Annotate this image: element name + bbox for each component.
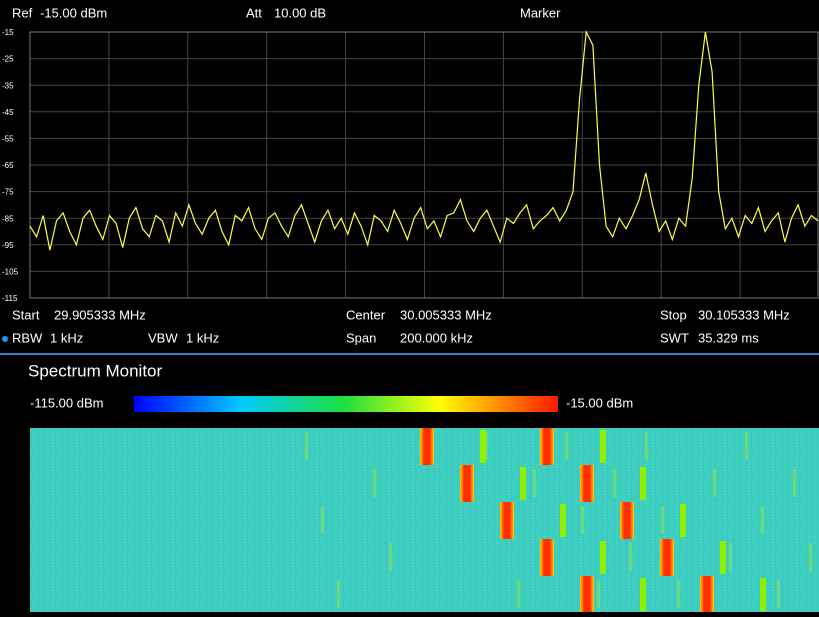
waterfall-weak (761, 506, 764, 534)
waterfall-green (600, 541, 606, 574)
waterfall-traces (305, 428, 812, 613)
waterfall-hot (460, 465, 474, 502)
waterfall-hot (620, 502, 634, 539)
y-tick-label: -45 (2, 108, 14, 117)
att-value: 10.00 dB (274, 5, 326, 20)
mode: Marker (520, 5, 561, 20)
waterfall-weak (321, 506, 324, 534)
waterfall-hot (540, 428, 554, 465)
waterfall-hot (700, 576, 714, 613)
waterfall-weak (581, 506, 584, 534)
waterfall-hot (420, 428, 434, 465)
waterfall-weak (645, 432, 648, 460)
swt-label: SWT (660, 330, 689, 345)
waterfall-weak (729, 543, 732, 571)
scale-max: -15.00 dBm (566, 395, 633, 410)
waterfall-hot (580, 576, 594, 613)
rbw-value: 1 kHz (50, 330, 83, 345)
divider (0, 353, 819, 355)
waterfall-weak (661, 506, 664, 534)
waterfall-hot (580, 465, 594, 502)
ref-value: -15.00 dBm (40, 5, 107, 20)
trace (29, 29, 819, 251)
y-tick-label: -75 (2, 188, 14, 197)
start-label: Start (12, 307, 40, 322)
att-label: Att (246, 5, 262, 20)
waterfall-weak (677, 580, 680, 608)
span-label: Span (346, 330, 376, 345)
waterfall-green (680, 504, 686, 537)
waterfall-weak (629, 543, 632, 571)
waterfall-green (640, 578, 646, 611)
center-value: 30.005333 MHz (400, 307, 492, 322)
start-value: 29.905333 MHz (54, 307, 146, 322)
y-tick-label: -55 (2, 135, 14, 144)
waterfall-weak (565, 432, 568, 460)
stop-label: Stop (660, 307, 687, 322)
marker-dot (2, 336, 8, 342)
y-tick-label: -25 (2, 55, 14, 64)
rbw-label: RBW (12, 330, 43, 345)
waterfall-hot (540, 539, 554, 576)
y-tick-label: -85 (2, 214, 14, 223)
waterfall-weak (305, 432, 308, 460)
color-bar (134, 396, 558, 412)
waterfall-weak (533, 469, 536, 497)
spectrum-plot: -15 -25 -35 -45 -55 -65 -75 -85 -95 -105 -115 (2, 28, 819, 303)
y-tick-label: -105 (2, 268, 19, 277)
waterfall-weak (809, 543, 812, 571)
span-value: 200.000 kHz (400, 330, 473, 345)
waterfall-weak (793, 469, 796, 497)
waterfall-green (640, 467, 646, 500)
waterfall-hot (660, 539, 674, 576)
waterfall-green (720, 541, 726, 574)
waterfall-weak (713, 469, 716, 497)
waterfall-green (520, 467, 526, 500)
waterfall-hot (500, 502, 514, 539)
monitor-title: Spectrum Monitor (28, 361, 162, 380)
vbw-label: VBW (148, 330, 178, 345)
waterfall-green (600, 430, 606, 463)
y-tick-label: -115 (2, 294, 18, 303)
waterfall-green (480, 430, 486, 463)
scale-min: -115.00 dBm (30, 395, 103, 410)
waterfall-weak (745, 432, 748, 460)
waterfall-weak (613, 469, 616, 497)
waterfall-weak (337, 580, 340, 608)
stop-value: 30.105333 MHz (698, 307, 790, 322)
plot-frame (29, 31, 819, 299)
waterfall-weak (777, 580, 780, 608)
y-tick-label: -35 (2, 81, 14, 90)
ref-label: Ref (12, 5, 33, 20)
waterfall-green (560, 504, 566, 537)
center-label: Center (346, 307, 386, 322)
waterfall-weak (485, 432, 488, 460)
waterfall-weak (517, 580, 520, 608)
waterfall-weak (389, 543, 392, 571)
y-tick-label: -15 (2, 28, 14, 37)
waterfall-green (760, 578, 766, 611)
y-tick-label: -95 (2, 241, 14, 250)
waterfall-weak (373, 469, 376, 497)
waterfall-weak (597, 580, 600, 608)
vbw-value: 1 kHz (186, 330, 219, 345)
swt-value: 35.329 ms (698, 330, 759, 345)
y-tick-label: -65 (2, 161, 14, 170)
